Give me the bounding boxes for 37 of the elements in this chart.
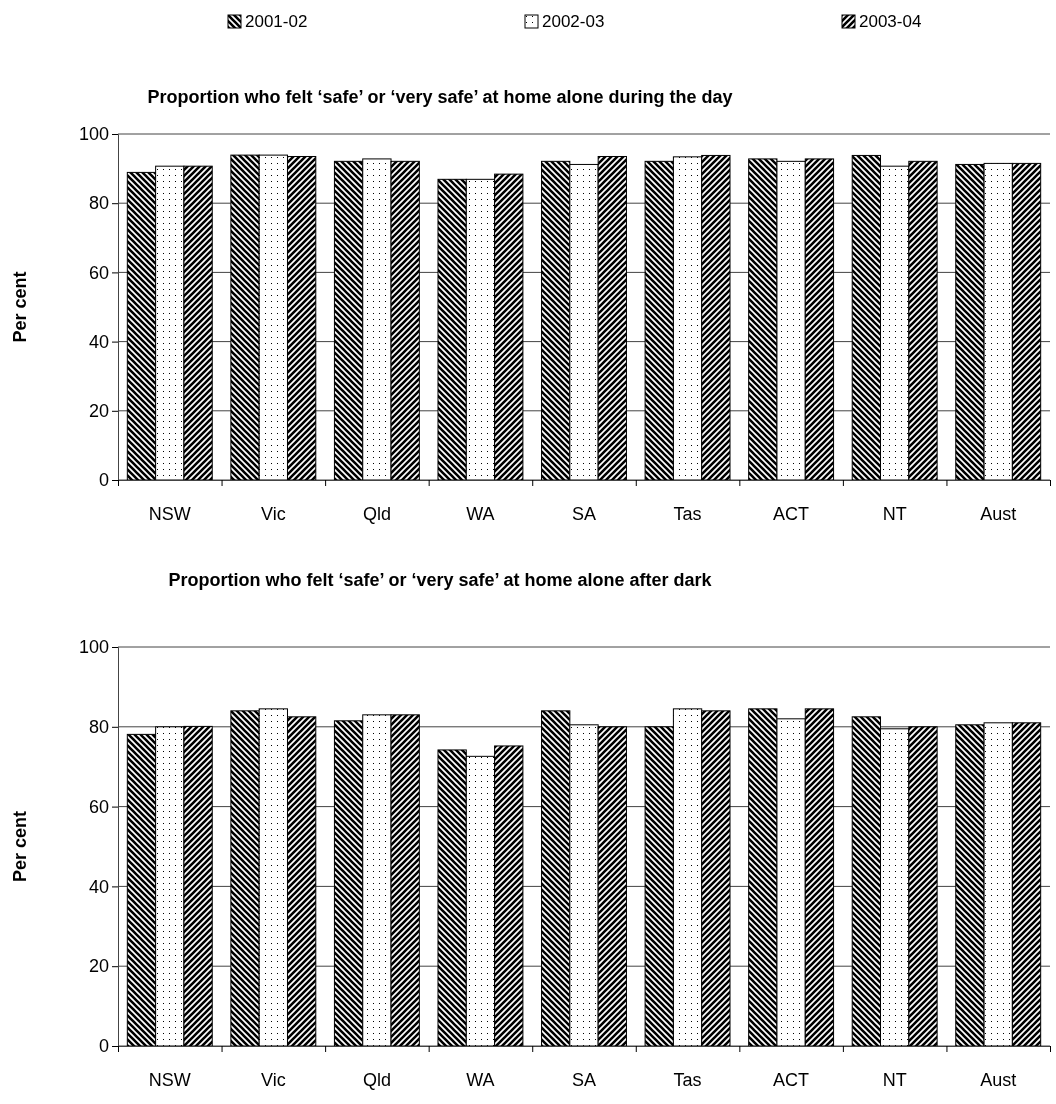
chart-title: Proportion who felt ‘safe’ or ‘very safe’ at home alone after dark	[168, 570, 713, 590]
x-tick-label: NT	[882, 1070, 907, 1090]
x-tick-label: ACT	[773, 504, 810, 524]
y-tick-label: 60	[88, 262, 109, 283]
x-tick-label: NSW	[148, 1070, 191, 1090]
x-tick-label: SA	[571, 504, 597, 524]
x-tick-label: Aust	[980, 504, 1017, 524]
legend-label: 2003-04	[859, 12, 922, 31]
y-tick-label: 20	[88, 401, 109, 422]
y-tick-label: 80	[88, 717, 109, 738]
x-tick-label: ACT	[773, 1070, 810, 1090]
x-tick-label: Aust	[980, 1070, 1017, 1090]
x-tick-label: NT	[882, 504, 907, 524]
y-tick-label: 40	[88, 331, 109, 352]
legend-label: 2002-03	[542, 12, 605, 31]
y-tick-label: 0	[98, 470, 109, 491]
y-tick-label: 60	[88, 796, 109, 817]
y-tick-label: 40	[88, 876, 109, 897]
y-tick-label: 0	[98, 1036, 109, 1057]
y-tick-label: 100	[78, 637, 109, 658]
y-tick-label: 80	[88, 193, 109, 214]
legend-label: 2001-02	[245, 12, 308, 31]
y-tick-label: 100	[78, 124, 109, 145]
x-tick-label: NSW	[148, 504, 191, 524]
y-tick-label: 20	[88, 956, 109, 977]
x-tick-label: Vic	[260, 504, 286, 524]
chart-title: Proportion who felt ‘safe’ or ‘very safe’ at home alone during the day	[147, 87, 733, 107]
y-axis-title: Per cent	[10, 810, 30, 883]
x-tick-label: WA	[466, 1070, 495, 1090]
y-axis-title: Per cent	[10, 271, 30, 343]
x-tick-label: Tas	[673, 1070, 702, 1090]
x-tick-label: Qld	[362, 504, 391, 524]
x-tick-label: Qld	[362, 1070, 391, 1090]
x-tick-label: SA	[571, 1070, 597, 1090]
x-tick-label: WA	[466, 504, 495, 524]
x-tick-label: Vic	[260, 1070, 286, 1090]
x-tick-label: Tas	[673, 504, 702, 524]
